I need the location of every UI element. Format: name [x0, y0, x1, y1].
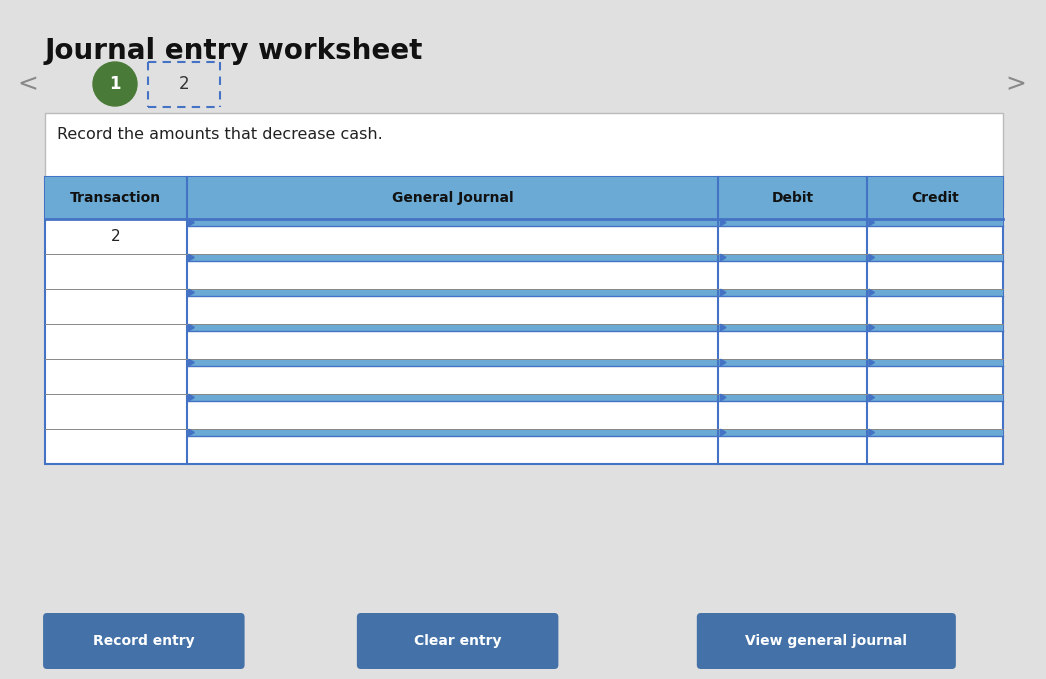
Polygon shape — [188, 394, 195, 401]
Polygon shape — [869, 394, 874, 401]
Bar — [187, 254, 1003, 261]
Text: Clear entry: Clear entry — [414, 634, 501, 648]
Text: 1: 1 — [109, 75, 120, 93]
FancyBboxPatch shape — [357, 613, 559, 669]
FancyBboxPatch shape — [43, 613, 245, 669]
FancyBboxPatch shape — [697, 613, 956, 669]
Polygon shape — [721, 394, 726, 401]
Text: >: > — [1005, 72, 1026, 96]
Text: View general journal: View general journal — [746, 634, 907, 648]
Polygon shape — [188, 429, 195, 436]
Polygon shape — [721, 219, 726, 226]
Polygon shape — [188, 324, 195, 331]
Bar — [187, 359, 1003, 366]
Text: Transaction: Transaction — [70, 191, 161, 205]
Text: 2: 2 — [111, 229, 120, 244]
Polygon shape — [869, 359, 874, 366]
Bar — [45, 113, 1003, 208]
Polygon shape — [721, 324, 726, 331]
Bar — [187, 394, 1003, 401]
Polygon shape — [869, 429, 874, 436]
Text: <: < — [18, 72, 39, 96]
Text: Record entry: Record entry — [93, 634, 195, 648]
Text: Record the amounts that decrease cash.: Record the amounts that decrease cash. — [56, 127, 383, 142]
Polygon shape — [721, 289, 726, 296]
Text: Credit: Credit — [911, 191, 959, 205]
Text: Note: Enter debits before credits.: Note: Enter debits before credits. — [45, 213, 289, 228]
Bar — [45, 177, 1003, 464]
Bar — [187, 429, 1003, 436]
Bar — [187, 219, 1003, 226]
Polygon shape — [869, 324, 874, 331]
Text: Journal entry worksheet: Journal entry worksheet — [45, 37, 424, 65]
Polygon shape — [869, 254, 874, 261]
Polygon shape — [188, 289, 195, 296]
Polygon shape — [869, 219, 874, 226]
Polygon shape — [188, 254, 195, 261]
Bar — [45, 177, 1003, 219]
Circle shape — [93, 62, 137, 106]
Polygon shape — [721, 254, 726, 261]
Polygon shape — [721, 359, 726, 366]
Bar — [187, 289, 1003, 296]
Polygon shape — [188, 359, 195, 366]
Text: 2: 2 — [179, 75, 189, 93]
Polygon shape — [869, 289, 874, 296]
Text: General Journal: General Journal — [392, 191, 514, 205]
Text: Debit: Debit — [772, 191, 814, 205]
Polygon shape — [721, 429, 726, 436]
Bar — [187, 324, 1003, 331]
Polygon shape — [188, 219, 195, 226]
